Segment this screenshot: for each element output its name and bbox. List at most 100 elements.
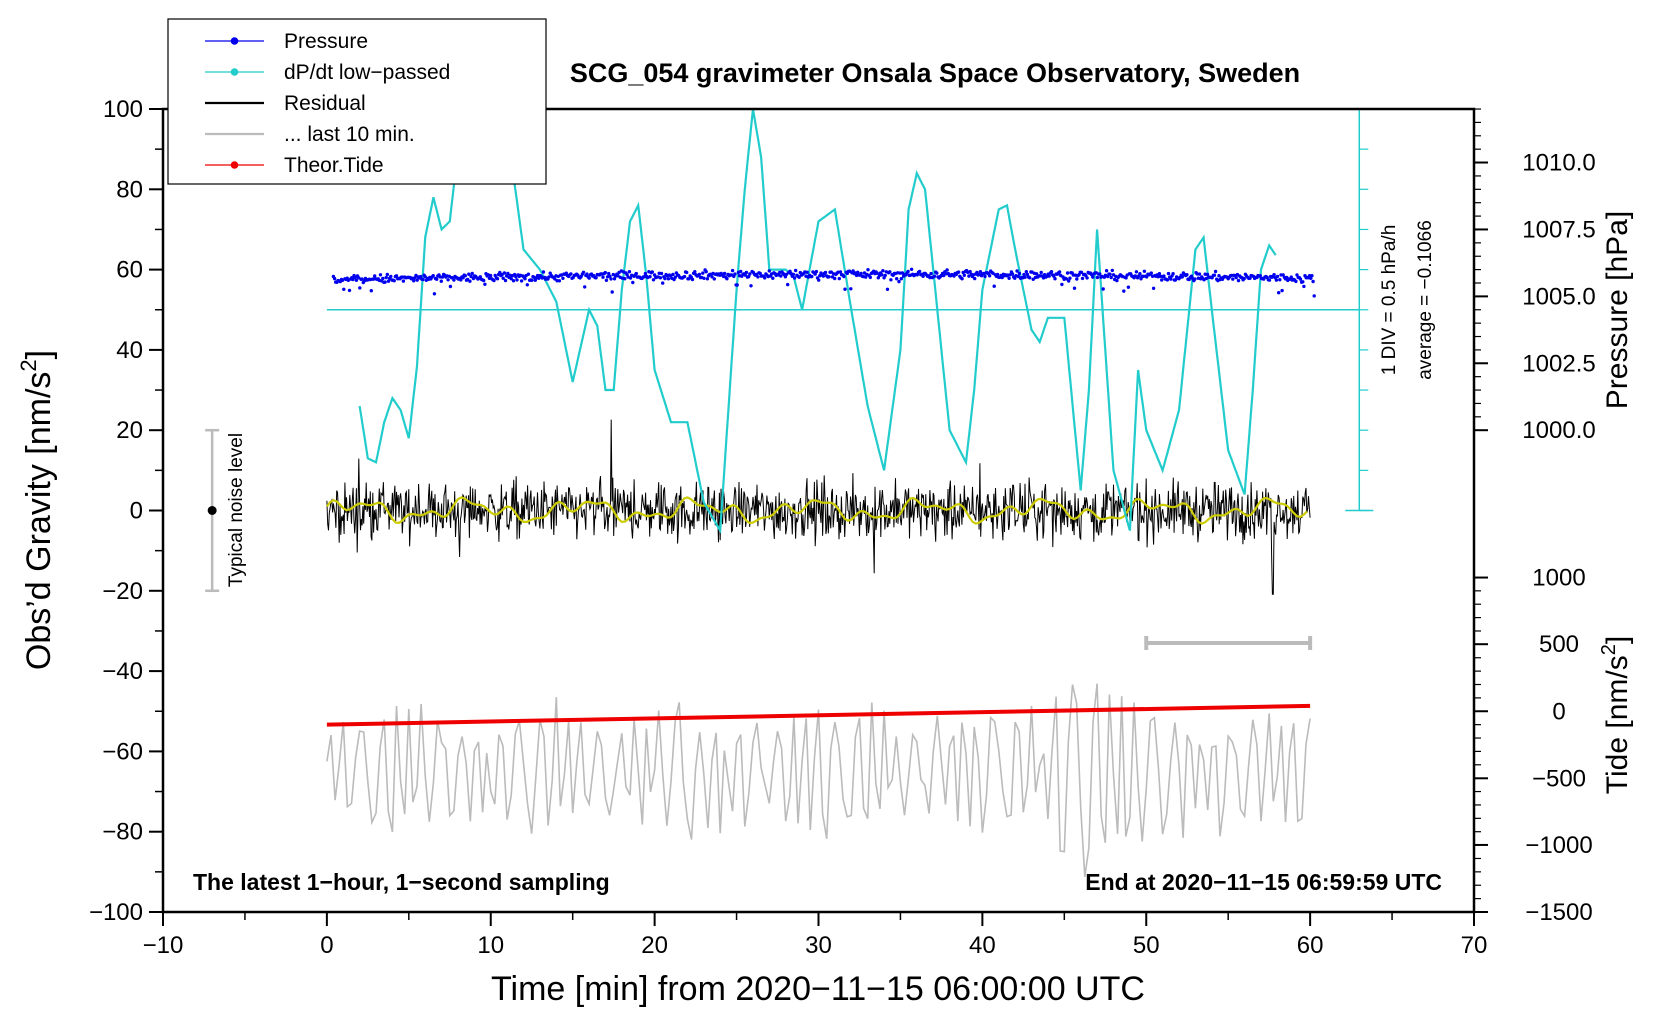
pressure-point bbox=[1231, 277, 1235, 281]
average-annotation: average = −0.1066 bbox=[1415, 220, 1436, 380]
pressure-point bbox=[482, 278, 486, 283]
pressure-point bbox=[1171, 272, 1175, 276]
y-tick-label: 60 bbox=[116, 257, 143, 284]
pressure-point bbox=[935, 271, 939, 275]
pressure-point bbox=[1185, 273, 1189, 277]
pressure-point bbox=[553, 277, 557, 281]
pressure-point bbox=[1101, 287, 1105, 291]
x-tick-label: 10 bbox=[477, 932, 504, 959]
pressure-point bbox=[351, 277, 355, 282]
pressure-point bbox=[1133, 274, 1138, 278]
pressure-point bbox=[733, 272, 737, 276]
legend-label: Theor.Tide bbox=[284, 154, 384, 177]
pressure-point bbox=[1068, 276, 1072, 280]
pressure-point bbox=[658, 276, 663, 280]
pressure-point bbox=[495, 277, 500, 281]
y-axis-title-main: Obs’d Gravity [nm/s2] bbox=[16, 350, 58, 670]
pressure-point bbox=[1180, 275, 1185, 279]
pressure-point bbox=[1010, 272, 1015, 276]
pressure-point bbox=[843, 287, 847, 291]
pressure-point bbox=[823, 270, 828, 275]
y-axis-title-close: ] bbox=[20, 350, 58, 359]
noise-bar-center bbox=[207, 506, 217, 515]
noise-level-label: Typical noise level bbox=[226, 433, 247, 587]
pressure-point bbox=[506, 271, 510, 276]
y-tick-label: −100 bbox=[89, 899, 143, 926]
pressure-point bbox=[744, 270, 749, 275]
pressure-point bbox=[945, 268, 949, 272]
pressure-point bbox=[439, 279, 443, 283]
pressure-point bbox=[601, 275, 605, 279]
pressure-point bbox=[987, 274, 992, 278]
pressure-point bbox=[354, 278, 359, 282]
pressure-point bbox=[1142, 269, 1147, 273]
pressure-point bbox=[864, 275, 868, 279]
pressure-point bbox=[519, 279, 524, 283]
pressure-point bbox=[648, 275, 652, 279]
pressure-point bbox=[488, 273, 493, 278]
pressure-point bbox=[557, 279, 562, 283]
pressure-point bbox=[492, 278, 496, 283]
theoretical-tide-line bbox=[326, 703, 1311, 727]
pressure-point bbox=[526, 272, 531, 276]
y-axis-title-text: Obs’d Gravity [nm/s bbox=[20, 372, 58, 671]
pressure-point bbox=[842, 274, 846, 279]
pressure-point bbox=[384, 275, 388, 280]
pressure-point bbox=[1023, 275, 1027, 279]
pressure-tick-label: 1005.0 bbox=[1522, 283, 1595, 310]
pressure-point bbox=[467, 272, 471, 276]
pressure-point bbox=[859, 271, 863, 276]
pressure-point bbox=[748, 272, 752, 276]
y-tick-label: −20 bbox=[102, 578, 143, 605]
pressure-point bbox=[1165, 278, 1170, 282]
pressure-point bbox=[1205, 272, 1210, 277]
pressure-point bbox=[1258, 274, 1263, 278]
pressure-point bbox=[682, 274, 687, 279]
pressure-point bbox=[650, 270, 654, 274]
pressure-point bbox=[739, 269, 743, 274]
tide-tick-label: −500 bbox=[1532, 765, 1586, 792]
pressure-point bbox=[415, 278, 419, 282]
pressure-point bbox=[463, 274, 467, 278]
axis-ticks: −10 0 10 20 30 40 50 60 70−100−80−60−40−20020406… bbox=[89, 96, 1596, 959]
legend: Pressure dP/dt low−passed Residual ... last… bbox=[167, 18, 547, 185]
pressure-point bbox=[722, 271, 727, 276]
tide-axis-title-text: Tide [nm/s bbox=[1601, 655, 1634, 794]
legend-marker bbox=[230, 37, 239, 45]
pressure-point bbox=[332, 276, 337, 281]
pressure-point bbox=[1212, 273, 1217, 277]
pressure-point bbox=[1278, 278, 1282, 282]
pressure-point bbox=[833, 276, 837, 281]
pressure-point bbox=[837, 276, 841, 281]
pressure-point bbox=[440, 275, 445, 279]
pressure-point bbox=[661, 281, 665, 285]
pressure-point bbox=[1134, 270, 1139, 274]
pressure-point bbox=[725, 277, 729, 281]
pressure-point bbox=[1126, 285, 1131, 289]
pressure-point bbox=[690, 277, 695, 282]
legend-box bbox=[167, 18, 547, 185]
pressure-point bbox=[1162, 274, 1166, 278]
plot-frame bbox=[161, 107, 1476, 914]
pressure-point bbox=[1145, 275, 1149, 279]
x-tick-label: 20 bbox=[641, 932, 668, 959]
pressure-tick-label: 1010.0 bbox=[1522, 150, 1595, 177]
pressure-point bbox=[1017, 271, 1022, 276]
x-tick-label: 60 bbox=[1297, 932, 1324, 959]
pressure-point bbox=[1072, 286, 1077, 290]
legend-label: Pressure bbox=[284, 30, 368, 53]
pressure-point bbox=[685, 270, 689, 275]
pressure-point bbox=[1166, 271, 1171, 276]
y-tick-label: −60 bbox=[102, 738, 143, 765]
pressure-point bbox=[995, 272, 1000, 277]
pressure-point bbox=[1109, 275, 1113, 280]
tide-tick-label: −1000 bbox=[1525, 832, 1592, 859]
pressure-point bbox=[342, 287, 346, 291]
x-tick-label: 40 bbox=[969, 932, 996, 959]
pressure-point bbox=[1079, 270, 1084, 274]
pressure-point bbox=[623, 277, 627, 281]
x-tick-label: −10 bbox=[143, 932, 184, 959]
pressure-point bbox=[906, 269, 910, 274]
pressure-point bbox=[1052, 274, 1056, 278]
legend-marker bbox=[230, 161, 239, 169]
